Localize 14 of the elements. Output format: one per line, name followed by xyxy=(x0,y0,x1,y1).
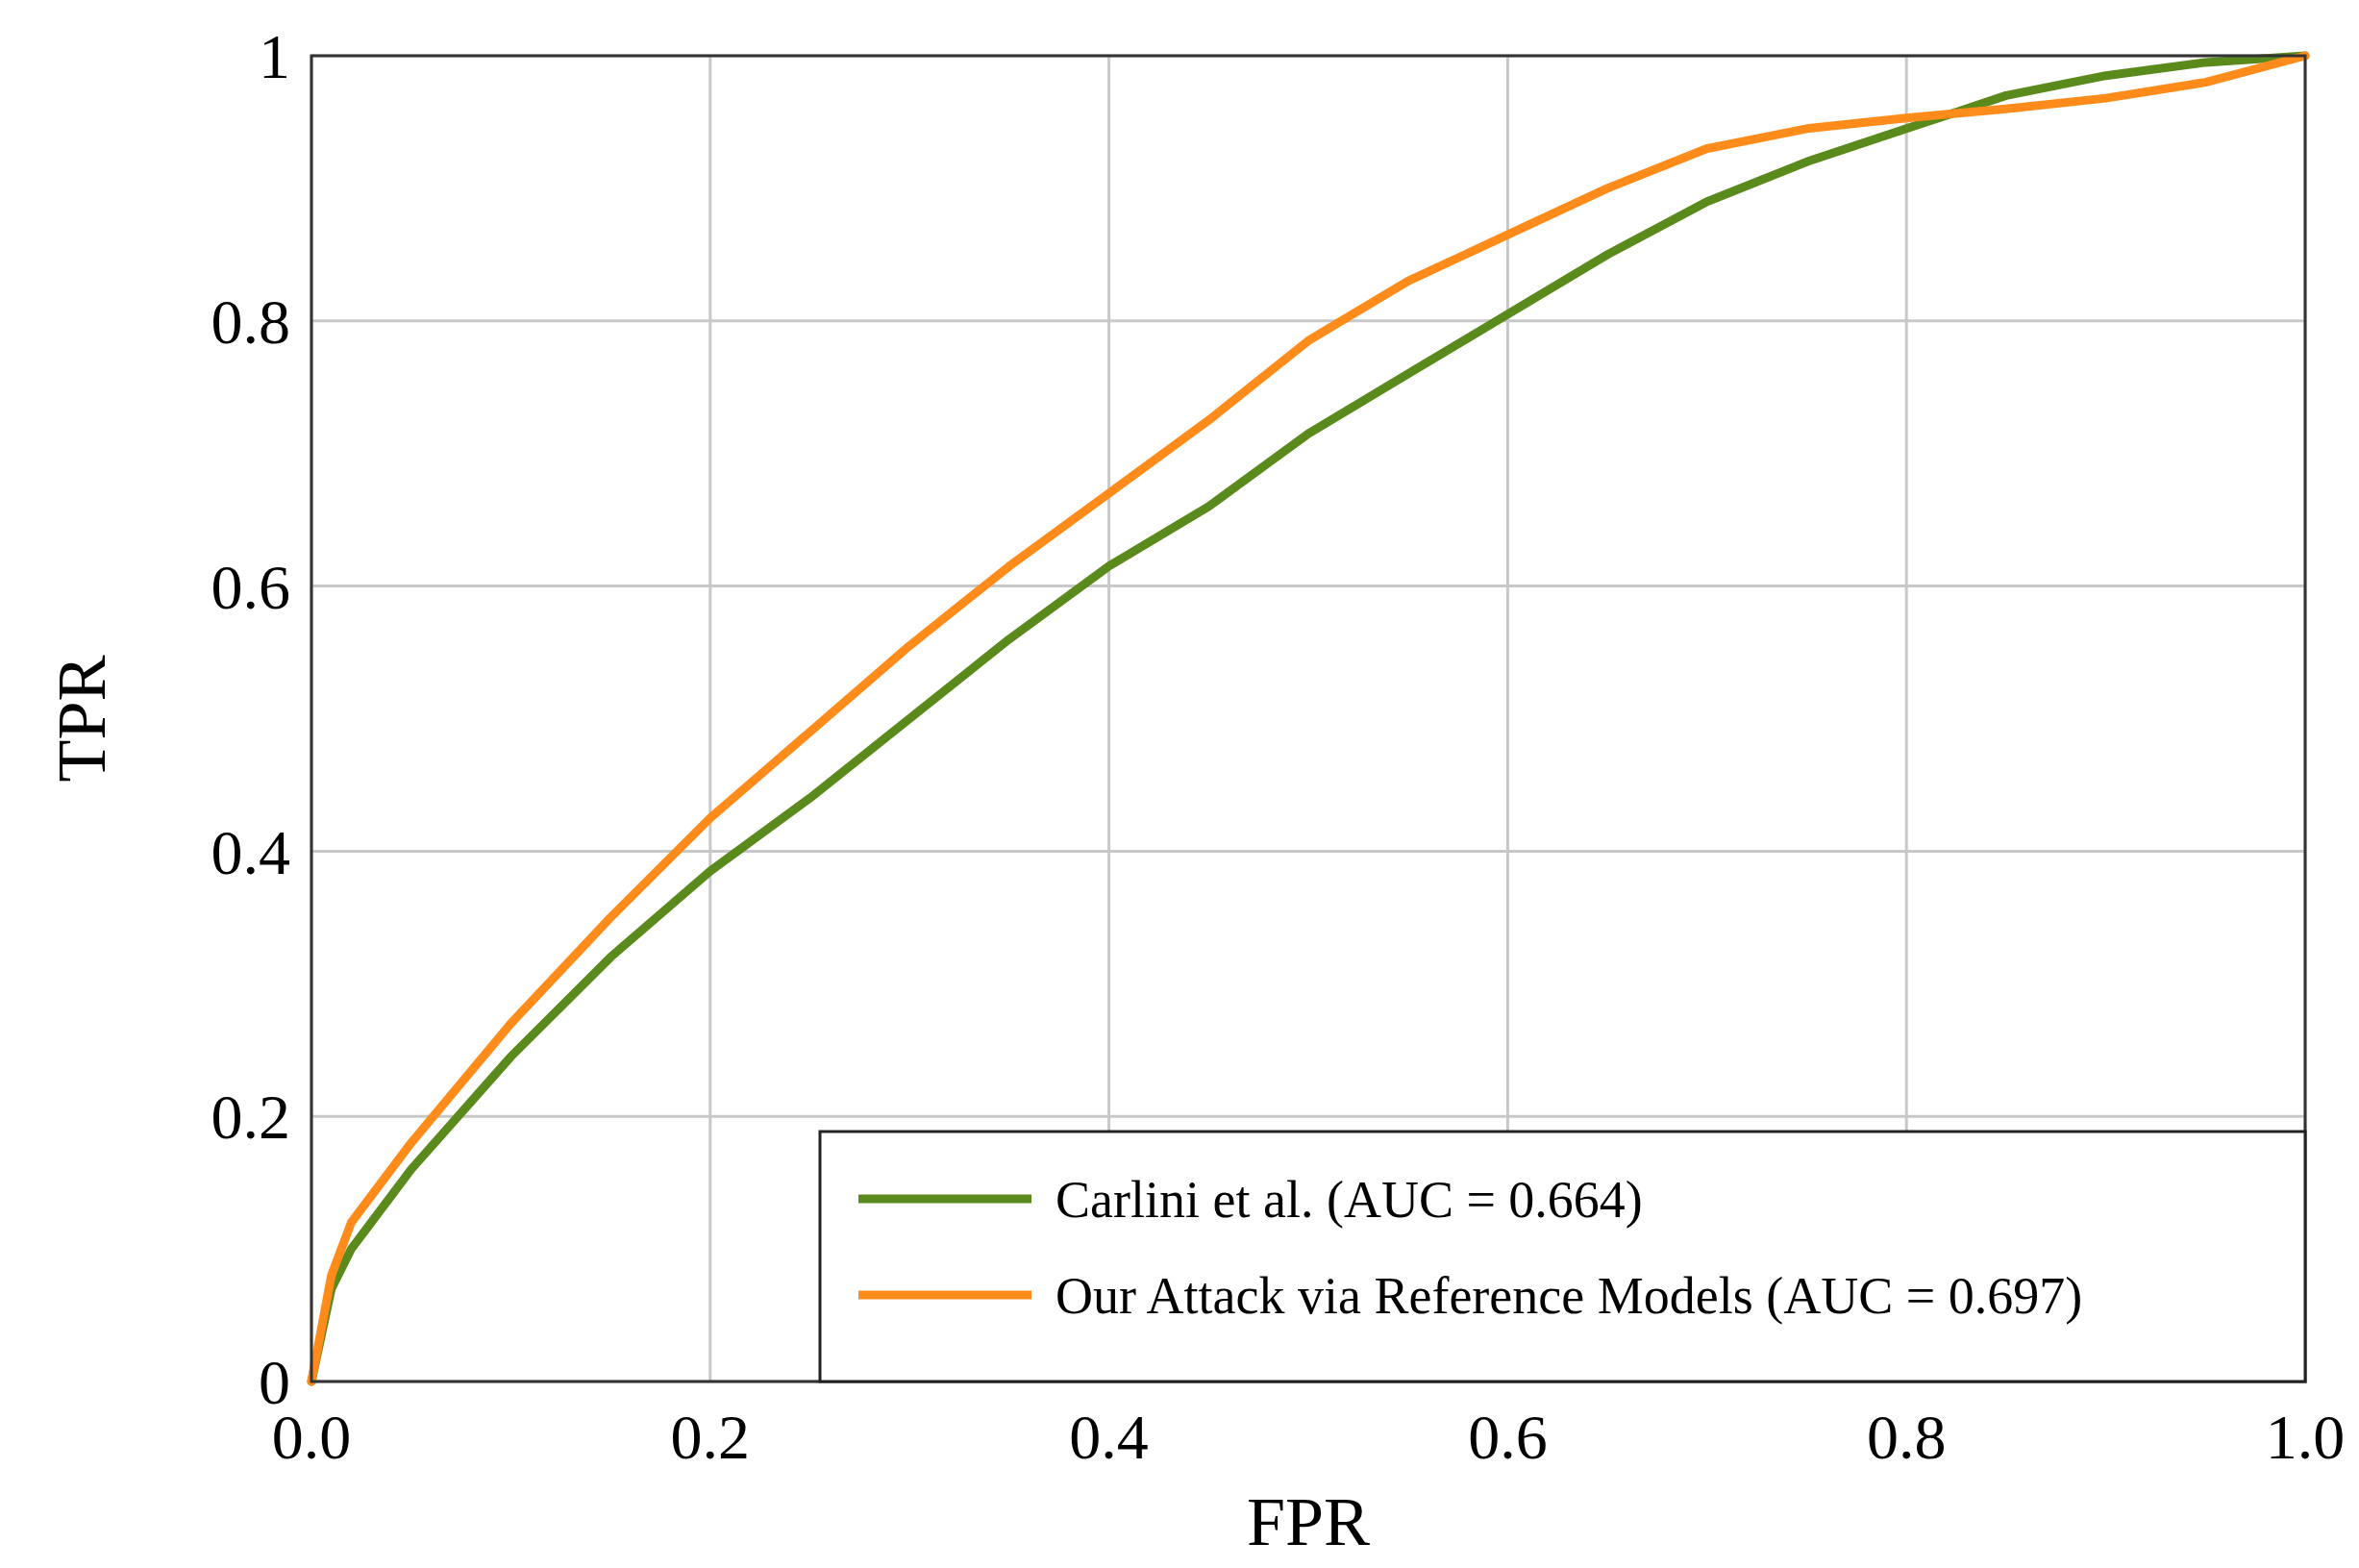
y-tick-label: 0.4 xyxy=(211,816,290,887)
x-tick-label: 0.4 xyxy=(1069,1402,1149,1472)
y-tick-label: 0.8 xyxy=(211,286,290,357)
x-tick-label: 0.8 xyxy=(1866,1402,1947,1472)
y-tick-label: 0.2 xyxy=(211,1082,290,1153)
y-tick-label: 0.6 xyxy=(211,551,290,622)
x-axis-title: FPR xyxy=(1246,1483,1371,1560)
legend-label: Our Attack via Reference Models (AUC = 0.697) xyxy=(1055,1266,2083,1325)
y-tick-label: 1 xyxy=(259,21,290,92)
x-tick-label: 1.0 xyxy=(2265,1402,2346,1472)
x-tick-label: 0.2 xyxy=(670,1402,751,1472)
x-tick-label: 0.6 xyxy=(1468,1402,1548,1472)
y-axis-title: TPR xyxy=(43,655,120,783)
legend-label: Carlini et al. (AUC = 0.664) xyxy=(1055,1170,1643,1229)
